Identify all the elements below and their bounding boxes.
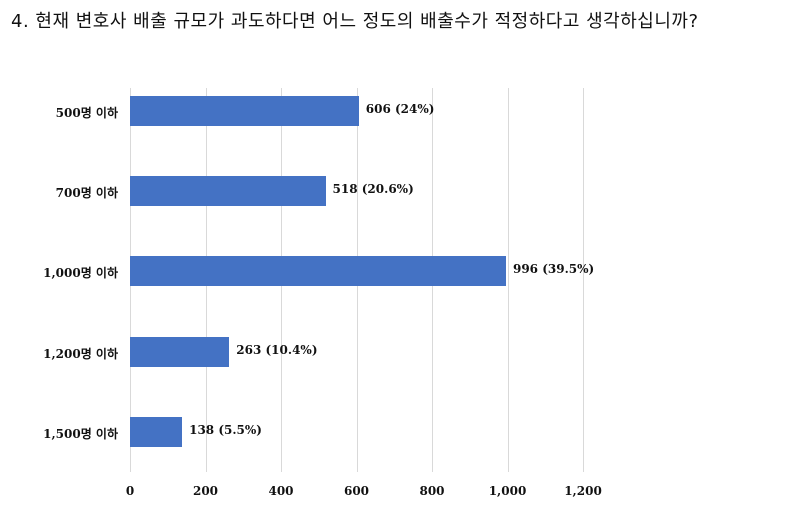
gridline [583,88,584,472]
bar-value-label: 263 (10.4%) [236,343,318,357]
x-tick-label: 600 [343,484,370,498]
bar-value-label: 518 (20.6%) [332,182,414,196]
category-label: 1,200명 이하 [43,347,118,361]
bar-value-label: 606 (24%) [365,102,435,116]
x-tick-label: 0 [125,484,135,498]
category-label: 500명 이하 [55,106,118,120]
bar [130,96,359,126]
x-tick-label: 400 [268,484,294,498]
x-tick-label: 1,000 [488,484,527,498]
x-tick-label: 800 [419,484,445,498]
question-title: 4. 현재 변호사 배출 규모가 과도하다면 어느 정도의 배출수가 적정하다고… [11,11,699,32]
category-label: 1,000명 이하 [43,266,118,280]
chart-plot-area: 606 (24%) 518 (20.6%) 996 (39.5%) 263 (1… [130,88,594,472]
bar [130,417,183,447]
bar-value-label: 996 (39.5%) [512,262,595,276]
category-label: 700명 이하 [55,186,118,200]
x-tick-label: 1,200 [564,484,602,498]
bar-value-label: 138 (5.5%) [189,423,262,437]
bar [130,176,326,206]
category-label: 1,500명 이하 [43,427,118,441]
bar [130,337,230,367]
x-tick-label: 200 [192,484,219,498]
bar [130,256,506,286]
gridline [507,88,509,472]
